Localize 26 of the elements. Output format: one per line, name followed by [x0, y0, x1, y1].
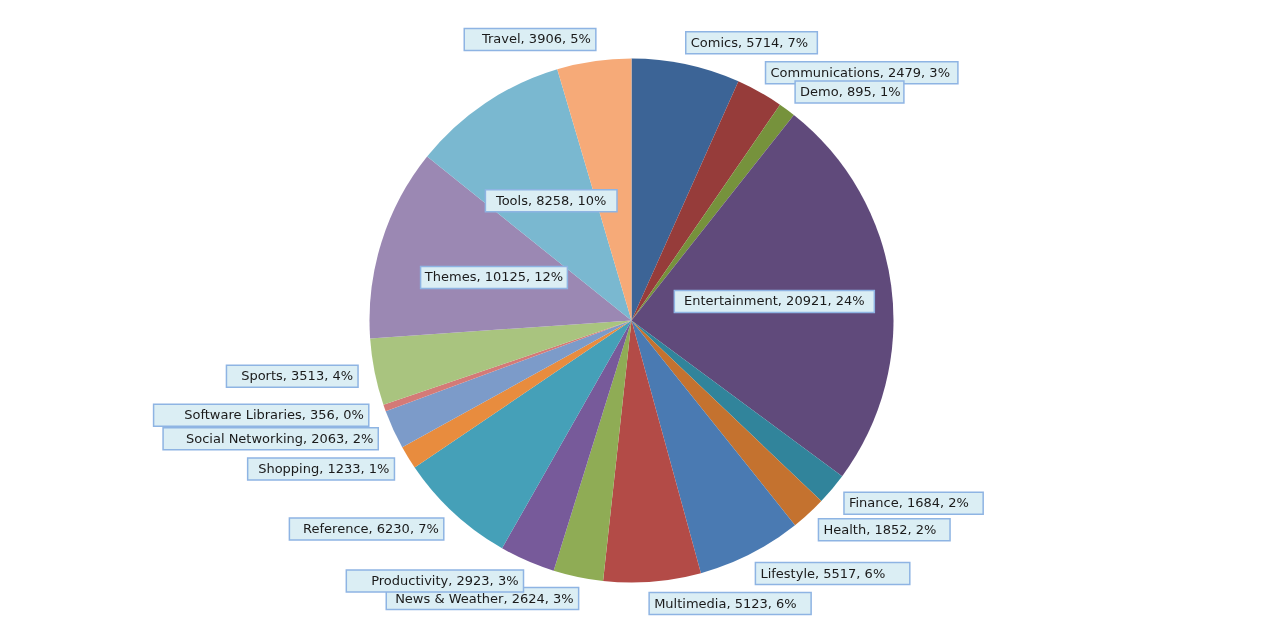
- pie-slice: [631, 320, 822, 526]
- slice-label: Productivity, 2923, 3%: [371, 573, 519, 589]
- slice-label: Entertainment, 20921, 24%: [684, 293, 865, 309]
- slice-label: Lifestyle, 5517, 6%: [760, 565, 886, 581]
- slice-label: Sports, 3513, 4%: [241, 368, 354, 384]
- pie-slice: [631, 114, 894, 477]
- slice-label: Comics, 5714, 7%: [690, 34, 809, 50]
- slice-label: News & Weather, 2624, 3%: [395, 590, 574, 606]
- pie-slice: [502, 320, 632, 571]
- slice-label: Social Networking, 2063, 2%: [185, 430, 374, 446]
- slice-label: Travel, 3906, 5%: [480, 31, 591, 47]
- slice-label: Reference, 6230, 7%: [303, 521, 439, 537]
- pie-slice: [631, 81, 781, 321]
- slice-label: Multimedia, 5123, 6%: [654, 595, 797, 611]
- slice-label: Software Libraries, 356, 0%: [184, 407, 364, 423]
- pie-slice: [414, 320, 632, 549]
- slice-label: Communications, 2479, 3%: [770, 64, 950, 80]
- pie-slice: [385, 320, 632, 448]
- slice-label: Finance, 1684, 2%: [848, 495, 969, 511]
- slice-label: Tools, 8258, 10%: [494, 192, 607, 208]
- pie-slice: [402, 320, 632, 468]
- slice-label: Demo, 895, 1%: [800, 83, 901, 99]
- slice-label: Shopping, 1233, 1%: [258, 461, 390, 477]
- slice-label: Health, 1852, 2%: [823, 521, 937, 537]
- pie-slice: [603, 320, 701, 583]
- slice-label: Themes, 10125, 12%: [423, 269, 564, 285]
